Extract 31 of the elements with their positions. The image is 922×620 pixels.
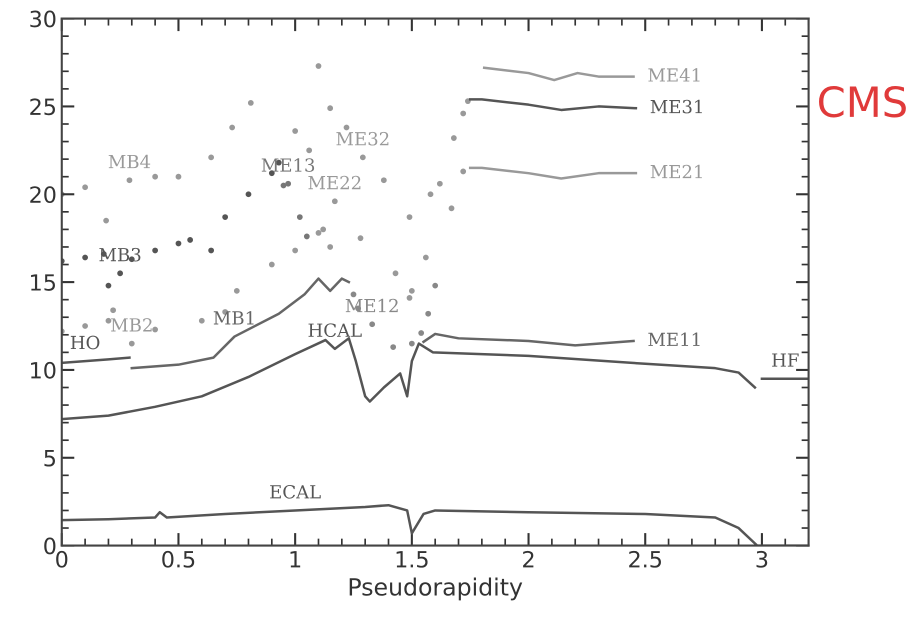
x-tick-label: 1 xyxy=(290,551,300,568)
series-label: HO xyxy=(70,336,100,350)
series-label: ME32 xyxy=(336,132,388,146)
x-tick-label: 0.5 xyxy=(162,550,194,568)
series-label: ME22 xyxy=(308,176,360,190)
x-tick-label: 1.5 xyxy=(396,551,428,568)
x-tick-label: 2.5 xyxy=(629,550,661,568)
y-tick-label: 25 xyxy=(30,98,55,116)
x-tick-label: 0 xyxy=(56,550,68,568)
series-label: HF xyxy=(772,353,799,367)
series-label: ME41 xyxy=(648,68,700,82)
y-tick-label: 0 xyxy=(44,538,56,554)
y-tick-label: 20 xyxy=(30,186,56,204)
series-label: MB1 xyxy=(214,311,254,324)
x-axis-title: Pseudorapidity xyxy=(350,578,522,600)
series-label: HCAL xyxy=(308,323,362,338)
series-label: ME21 xyxy=(650,164,702,178)
series-label: ME12 xyxy=(346,298,398,312)
series-label: MB4 xyxy=(108,154,150,168)
y-tick-label: 5 xyxy=(44,450,55,467)
series-label: ECAL xyxy=(270,484,321,499)
series-label: ME31 xyxy=(650,100,702,114)
x-tick-label: 2 xyxy=(523,550,534,568)
x-tick-label: 3 xyxy=(756,550,768,568)
y-tick-label: 30 xyxy=(30,10,56,28)
series-label: ME13 xyxy=(262,158,314,172)
y-tick-label: 15 xyxy=(31,274,55,291)
text: CMS xyxy=(819,86,906,118)
series-label: ME11 xyxy=(648,332,700,346)
series-label: MB2 xyxy=(111,318,152,332)
y-tick-label: 10 xyxy=(31,362,56,379)
